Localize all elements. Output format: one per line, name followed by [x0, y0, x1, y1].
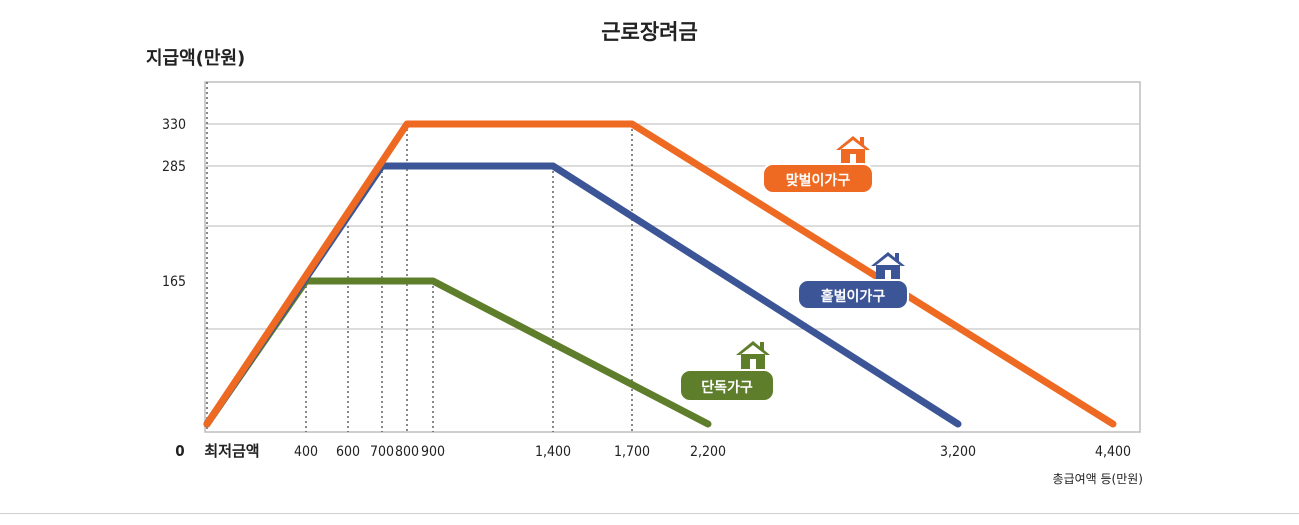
- x-tick-label: 800: [395, 444, 419, 460]
- y-tick-label: 285: [162, 159, 186, 175]
- legend-label-single-earner: 홑벌이가구: [821, 288, 886, 305]
- y-axis-label: 지급액(만원): [146, 48, 246, 69]
- house-icon: [871, 252, 905, 280]
- x-tick-label: 3,200: [940, 444, 976, 460]
- legend-dual-income: 맞벌이가구: [762, 136, 874, 194]
- x-tick-origin: 0: [175, 442, 184, 460]
- x-tick-label: 700: [370, 444, 394, 460]
- series-line-0: [203, 120, 1117, 428]
- x-tick-label: 2,200: [690, 444, 726, 460]
- x-tick-label: 1,700: [614, 444, 650, 460]
- x-tick-label: 400: [294, 444, 318, 460]
- y-tick-label: 165: [162, 274, 186, 290]
- x-tick-min-wage: 최저금액: [204, 442, 259, 460]
- x-tick-label: 600: [336, 444, 360, 460]
- bottom-divider: [0, 513, 1299, 514]
- chart-title: 근로장려금: [601, 20, 698, 44]
- series-line-2: [203, 277, 712, 428]
- x-tick-label: 4,400: [1095, 444, 1131, 460]
- x-axis-unit-label: 총급여액 등(만원): [1053, 472, 1143, 486]
- plot-area: [204, 81, 1141, 433]
- legend-label-dual: 맞벌이가구: [786, 172, 851, 189]
- y-tick-label: 330: [162, 117, 186, 133]
- house-icon: [836, 136, 870, 164]
- house-icon: [736, 341, 770, 369]
- legend-single-person: 단독가구: [679, 341, 775, 402]
- legend-label-single-person: 단독가구: [701, 379, 753, 396]
- legend-single-earner: 홑벌이가구: [797, 252, 909, 310]
- x-tick-label: 1,400: [535, 444, 571, 460]
- x-tick-label: 900: [421, 444, 445, 460]
